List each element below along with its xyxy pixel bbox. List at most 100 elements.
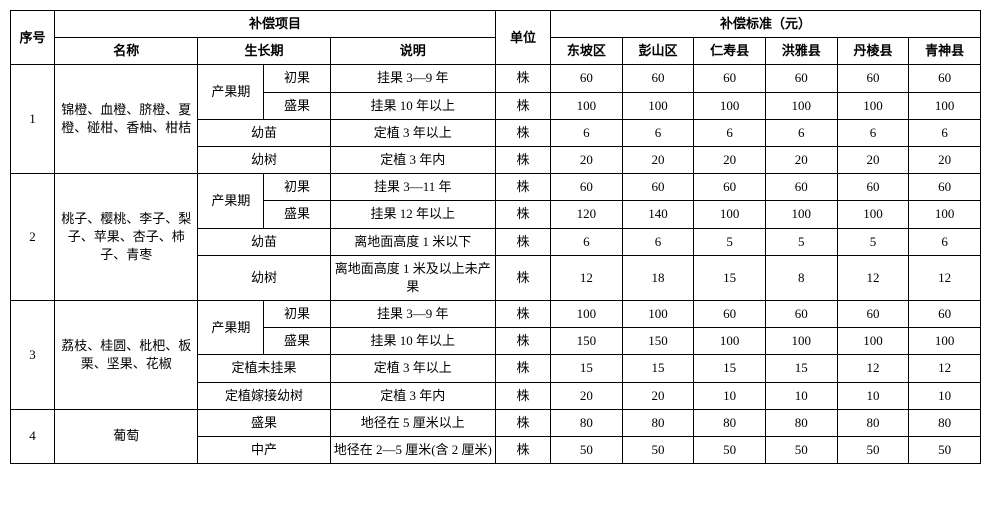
cell-growth-sub: 初果 xyxy=(264,65,330,92)
cell-value: 100 xyxy=(909,92,981,119)
cell-value: 50 xyxy=(551,437,623,464)
cell-unit: 株 xyxy=(495,201,550,228)
cell-value: 80 xyxy=(622,409,694,436)
cell-value: 100 xyxy=(551,301,623,328)
cell-unit: 株 xyxy=(495,301,550,328)
cell-desc: 挂果 10 年以上 xyxy=(330,328,495,355)
cell-growth: 产果期 xyxy=(198,174,264,228)
cell-value: 100 xyxy=(622,92,694,119)
cell-value: 60 xyxy=(909,65,981,92)
cell-value: 6 xyxy=(765,119,837,146)
cell-desc: 挂果 3—9 年 xyxy=(330,65,495,92)
cell-value: 60 xyxy=(909,174,981,201)
cell-value: 150 xyxy=(551,328,623,355)
cell-value: 100 xyxy=(694,92,766,119)
cell-unit: 株 xyxy=(495,382,550,409)
cell-value: 80 xyxy=(765,409,837,436)
table-row: 2桃子、樱桃、李子、梨子、苹果、杏子、柿子、青枣产果期初果挂果 3—11 年株6… xyxy=(11,174,981,201)
cell-growth: 幼树 xyxy=(198,146,330,173)
cell-value: 60 xyxy=(837,174,909,201)
table-body: 1锦橙、血橙、脐橙、夏橙、碰柑、香柚、柑桔产果期初果挂果 3—9 年株60606… xyxy=(11,65,981,464)
cell-value: 20 xyxy=(765,146,837,173)
cell-value: 50 xyxy=(765,437,837,464)
cell-value: 6 xyxy=(551,119,623,146)
cell-desc: 挂果 10 年以上 xyxy=(330,92,495,119)
cell-desc: 定植 3 年以上 xyxy=(330,119,495,146)
cell-value: 80 xyxy=(694,409,766,436)
cell-value: 100 xyxy=(694,201,766,228)
cell-growth: 定植嫁接幼树 xyxy=(198,382,330,409)
cell-value: 60 xyxy=(765,65,837,92)
cell-growth-sub: 盛果 xyxy=(264,201,330,228)
cell-value: 60 xyxy=(837,301,909,328)
cell-value: 6 xyxy=(622,119,694,146)
cell-growth-sub: 盛果 xyxy=(264,92,330,119)
cell-value: 140 xyxy=(622,201,694,228)
cell-value: 6 xyxy=(837,119,909,146)
cell-unit: 株 xyxy=(495,328,550,355)
cell-value: 6 xyxy=(551,228,623,255)
cell-value: 12 xyxy=(551,255,623,300)
cell-value: 100 xyxy=(909,328,981,355)
th-growth: 生长期 xyxy=(198,38,330,65)
cell-desc: 定植 3 年以上 xyxy=(330,355,495,382)
cell-growth: 中产 xyxy=(198,437,330,464)
cell-desc: 地径在 2—5 厘米(含 2 厘米) xyxy=(330,437,495,464)
cell-value: 12 xyxy=(837,355,909,382)
cell-unit: 株 xyxy=(495,65,550,92)
cell-value: 100 xyxy=(765,201,837,228)
cell-value: 6 xyxy=(694,119,766,146)
cell-value: 80 xyxy=(551,409,623,436)
cell-value: 100 xyxy=(551,92,623,119)
cell-value: 60 xyxy=(622,65,694,92)
cell-value: 60 xyxy=(551,65,623,92)
cell-seq: 3 xyxy=(11,301,55,410)
table-row: 3荔枝、桂圆、枇杷、板栗、坚果、花椒产果期初果挂果 3—9 年株10010060… xyxy=(11,301,981,328)
cell-value: 100 xyxy=(837,328,909,355)
cell-value: 60 xyxy=(694,174,766,201)
th-seq: 序号 xyxy=(11,11,55,65)
cell-value: 15 xyxy=(694,355,766,382)
cell-value: 60 xyxy=(694,65,766,92)
th-comp-item: 补偿项目 xyxy=(55,11,496,38)
th-desc: 说明 xyxy=(330,38,495,65)
cell-unit: 株 xyxy=(495,119,550,146)
cell-value: 10 xyxy=(909,382,981,409)
cell-value: 12 xyxy=(909,355,981,382)
th-comp-std: 补偿标准（元） xyxy=(551,11,981,38)
th-name: 名称 xyxy=(55,38,198,65)
cell-value: 5 xyxy=(765,228,837,255)
cell-growth: 幼苗 xyxy=(198,119,330,146)
cell-growth: 幼树 xyxy=(198,255,330,300)
cell-desc: 定植 3 年内 xyxy=(330,382,495,409)
th-unit: 单位 xyxy=(495,11,550,65)
cell-value: 100 xyxy=(765,92,837,119)
cell-desc: 挂果 3—9 年 xyxy=(330,301,495,328)
table-row: 1锦橙、血橙、脐橙、夏橙、碰柑、香柚、柑桔产果期初果挂果 3—9 年株60606… xyxy=(11,65,981,92)
cell-growth: 定植未挂果 xyxy=(198,355,330,382)
cell-desc: 离地面高度 1 米以下 xyxy=(330,228,495,255)
cell-unit: 株 xyxy=(495,437,550,464)
cell-desc: 挂果 12 年以上 xyxy=(330,201,495,228)
cell-growth-sub: 盛果 xyxy=(264,328,330,355)
cell-value: 8 xyxy=(765,255,837,300)
cell-value: 100 xyxy=(837,92,909,119)
cell-unit: 株 xyxy=(495,146,550,173)
cell-desc: 定植 3 年内 xyxy=(330,146,495,173)
cell-value: 60 xyxy=(765,301,837,328)
cell-name: 桃子、樱桃、李子、梨子、苹果、杏子、柿子、青枣 xyxy=(55,174,198,301)
cell-value: 20 xyxy=(622,382,694,409)
cell-unit: 株 xyxy=(495,409,550,436)
cell-value: 10 xyxy=(837,382,909,409)
table-head: 序号 补偿项目 单位 补偿标准（元） 名称 生长期 说明 东坡区 彭山区 仁寿县… xyxy=(11,11,981,65)
cell-growth-sub: 初果 xyxy=(264,301,330,328)
cell-value: 6 xyxy=(909,228,981,255)
cell-value: 20 xyxy=(622,146,694,173)
th-region: 丹棱县 xyxy=(837,38,909,65)
table-row: 4葡萄盛果地径在 5 厘米以上株808080808080 xyxy=(11,409,981,436)
cell-desc: 离地面高度 1 米及以上未产果 xyxy=(330,255,495,300)
cell-value: 100 xyxy=(837,201,909,228)
cell-growth: 幼苗 xyxy=(198,228,330,255)
cell-value: 50 xyxy=(622,437,694,464)
cell-value: 60 xyxy=(909,301,981,328)
